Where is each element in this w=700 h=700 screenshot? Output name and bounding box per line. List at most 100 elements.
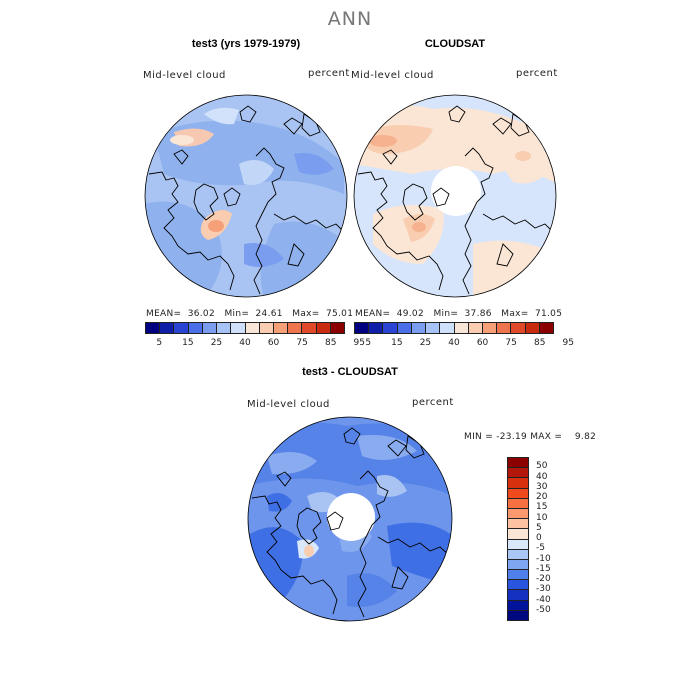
panel-3-colorbar-tick-label: -50	[536, 604, 551, 615]
panel-3-colorbar-tick-label: 5	[536, 522, 542, 533]
panel-2-colorbar-swatch	[355, 323, 370, 333]
panel-1-colorbar-tick-label: 75	[296, 338, 308, 348]
panel-3-colorbar-tick-label: 20	[536, 492, 548, 502]
panel-1-min-value: 24.61	[255, 309, 283, 319]
panel-1-colorbar-swatch	[302, 323, 317, 333]
panel-3-colorbar	[507, 457, 529, 621]
panel-3-colorbar-tick-label: -10	[536, 553, 551, 564]
panel-1-field-label: Mid-level cloud	[143, 70, 226, 81]
panel-3-max-label: MAX =	[530, 432, 563, 442]
panel-2-colorbar-swatch	[525, 323, 540, 333]
panel-3-colorbar-tick-label: 50	[536, 461, 548, 472]
panel-3-max-value: 9.82	[574, 432, 597, 442]
panel-1-colorbar-swatch	[288, 323, 303, 333]
panel-1-colorbar-swatch	[202, 323, 218, 333]
panel-3-colorbar-tick-label: -30	[536, 584, 551, 595]
panel-3-colorbar-tick-label: -40	[536, 594, 551, 605]
panel-2-colorbar-tick-label: 60	[476, 338, 489, 348]
panel-3-colorbar-swatch	[508, 529, 528, 540]
panel-3-colorbar-swatch	[508, 478, 528, 489]
panel-3-colorbar-swatch	[508, 610, 528, 620]
panel-1-colorbar-swatch	[231, 323, 246, 333]
panel-3-colorbar-swatch	[508, 539, 528, 550]
panel-2-field-label: Mid-level cloud	[351, 70, 434, 81]
panel-1-title: test3 (yrs 1979-1979)	[191, 38, 301, 50]
panel-3-colorbar-tick-label: -15	[536, 563, 551, 574]
panel-3-colorbar-swatch	[508, 468, 528, 479]
panel-3-colorbar-swatch	[508, 549, 528, 560]
panel-2-colorbar-swatch	[497, 323, 512, 333]
panel-2-colorbar-swatch	[369, 323, 384, 333]
panel-1-colorbar-swatch	[259, 323, 274, 333]
panel-2-colorbar-tick-label: 15	[391, 338, 403, 348]
panel-2-colorbar-tick-label: 95	[562, 338, 574, 348]
panel-1-colorbar-tick-label: 95	[353, 338, 365, 348]
panel-2-min-label: Min=	[433, 309, 459, 319]
panel-1-polar-map	[144, 94, 348, 298]
panel-1-colorbar-swatch	[217, 323, 232, 333]
panel-3-colorbar-swatch	[508, 458, 528, 469]
panel-2-colorbar-tick-label: 40	[448, 338, 460, 348]
panel-3-units-label: percent	[412, 397, 454, 408]
panel-2-max-label: Max=	[501, 309, 529, 319]
panel-2-colorbar-tick-label: 75	[505, 338, 517, 348]
panel-3-colorbar-swatch	[508, 580, 528, 591]
panel-2-min-value: 37.86	[464, 309, 492, 319]
panel-2-colorbar-swatch	[426, 323, 441, 333]
panel-3-colorbar-swatch	[508, 508, 528, 520]
panel-1-mean-value: 36.02	[187, 309, 215, 319]
panel-1-colorbar-swatch	[174, 323, 189, 333]
panel-3-title: test3 - CLOUDSAT	[302, 366, 398, 378]
panel-3-colorbar-tick-label: 0	[536, 533, 542, 543]
panel-3-polar-map	[247, 416, 453, 622]
panel-2-colorbar-tick-label: 25	[419, 338, 432, 348]
panel-1-colorbar-tick-label: 5	[156, 338, 163, 348]
panel-3-min-value: -23.19	[496, 432, 528, 442]
panel-3-colorbar-tick-label: 40	[536, 471, 548, 482]
main-title: ANN	[327, 8, 373, 30]
panel-3-colorbar-labels: 50 40 30 20 15 10 5 0 -5 -10 -15 -20 -30 -40 -50	[536, 457, 576, 621]
panel-2-stats: MEAN= 49.02 Min= 37.86 Max= 71.05	[355, 309, 562, 319]
panel-3-colorbar-swatch	[508, 519, 528, 530]
panel-1-colorbar-swatch	[273, 323, 289, 333]
panel-2-colorbar	[354, 322, 554, 334]
panel-2-colorbar-swatch	[440, 323, 455, 333]
panel-3-colorbar-tick-label: 30	[536, 481, 548, 492]
panel-1-max-value: 75.01	[325, 309, 354, 319]
panel-1-colorbar-labels: 5 15 25 40 60 75 85 95	[145, 338, 365, 350]
panel-3-colorbar-swatch	[508, 600, 528, 611]
panel-1-stats: MEAN= 36.02 Min= 24.61 Max= 75.01	[146, 309, 353, 319]
panel-3-colorbar-swatch	[508, 488, 528, 499]
panel-2-colorbar-swatch	[468, 323, 483, 333]
panel-1-colorbar-tick-label: 25	[210, 338, 223, 348]
panel-3-colorbar-swatch	[508, 498, 528, 509]
panel-2-polar-map	[353, 94, 557, 298]
panel-2-colorbar-swatch	[511, 323, 526, 333]
panel-1-mean-label: MEAN=	[146, 309, 182, 319]
panel-2-title: CLOUDSAT	[424, 38, 486, 50]
panel-1-colorbar-tick-label: 85	[324, 338, 337, 348]
panel-2-max-value: 71.05	[534, 309, 563, 319]
panel-3-colorbar-tick-label: 10	[536, 512, 548, 523]
panel-2-colorbar-swatch	[383, 323, 398, 333]
panel-3-field-label: Mid-level cloud	[247, 399, 330, 410]
panel-2-colorbar-swatch	[539, 323, 554, 333]
panel-1-max-label: Max=	[292, 309, 320, 319]
panel-1-colorbar-tick-label: 60	[267, 338, 280, 348]
panel-3-colorbar-tick-label: -20	[536, 574, 551, 584]
panel-1-units-label: percent	[308, 68, 350, 79]
panel-2-colorbar-labels: 5 15 25 40 60 75 85 95	[354, 338, 574, 350]
panel-3-colorbar-swatch	[508, 590, 528, 601]
panel-2-colorbar-swatch	[454, 323, 469, 333]
panel-1-colorbar-tick-label: 15	[182, 338, 194, 348]
panel-2-mean-value: 49.02	[396, 309, 424, 319]
panel-1-colorbar-swatch	[188, 323, 203, 333]
panel-1-colorbar-swatch	[245, 323, 260, 333]
panel-2-mean-label: MEAN=	[355, 309, 391, 319]
panel-3-min-label: MIN =	[464, 432, 494, 442]
panel-1-colorbar-swatch	[330, 323, 345, 333]
panel-2-colorbar-swatch	[482, 323, 498, 333]
panel-2-colorbar-tick-label: 85	[533, 338, 546, 348]
panel-1-colorbar-tick-label: 40	[239, 338, 251, 348]
panel-2-units-label: percent	[516, 68, 558, 79]
